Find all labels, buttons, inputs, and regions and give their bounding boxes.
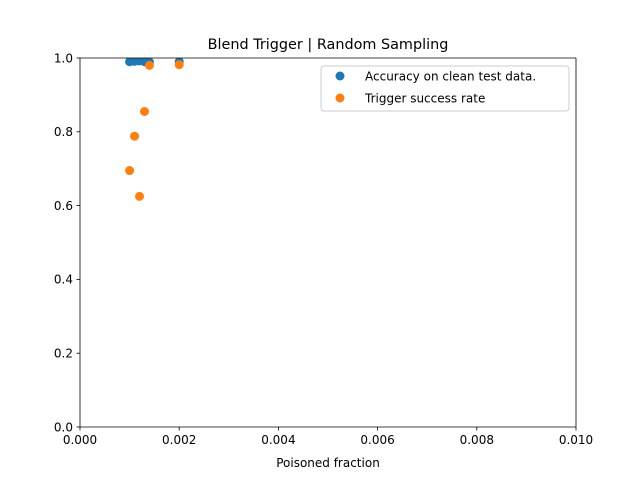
axes-frame	[79, 57, 577, 428]
x-axis-label: Poisoned fraction	[276, 456, 380, 470]
legend-marker-trigger	[335, 93, 345, 103]
data-marks	[125, 58, 184, 201]
x-tick-label: 0.000	[63, 433, 97, 447]
trigger-point-4	[144, 60, 154, 70]
legend-label-accuracy: Accuracy on clean test data.	[365, 70, 536, 84]
x-axis-ticks: 0.000 0.002 0.004 0.006 0.008 0.010	[63, 427, 593, 447]
trigger-point-2	[135, 191, 145, 201]
y-tick-label: 0.0	[54, 420, 73, 434]
y-tick-label: 0.2	[54, 347, 73, 361]
legend-marker-accuracy	[335, 71, 345, 81]
trigger-point-3	[139, 107, 149, 117]
y-axis-ticks: 0.0 0.2 0.4 0.6 0.8 1.0	[54, 51, 80, 434]
y-tick-label: 0.8	[54, 125, 73, 139]
chart-title: Blend Trigger | Random Sampling	[208, 37, 449, 53]
x-tick-label: 0.006	[360, 433, 394, 447]
trigger-point-5	[174, 60, 184, 70]
trigger-point-1	[130, 131, 140, 141]
trigger-point-0	[125, 166, 135, 176]
legend: Accuracy on clean test data. Trigger suc…	[320, 65, 570, 112]
x-tick-label: 0.010	[559, 433, 593, 447]
y-tick-label: 1.0	[54, 51, 73, 65]
y-tick-label: 0.4	[54, 273, 73, 287]
legend-box	[320, 65, 570, 112]
y-tick-label: 0.6	[54, 199, 73, 213]
x-tick-label: 0.004	[261, 433, 295, 447]
plot-area	[80, 58, 576, 427]
x-tick-label: 0.002	[162, 433, 196, 447]
legend-label-trigger: Trigger success rate	[364, 92, 485, 106]
x-tick-label: 0.008	[460, 433, 494, 447]
